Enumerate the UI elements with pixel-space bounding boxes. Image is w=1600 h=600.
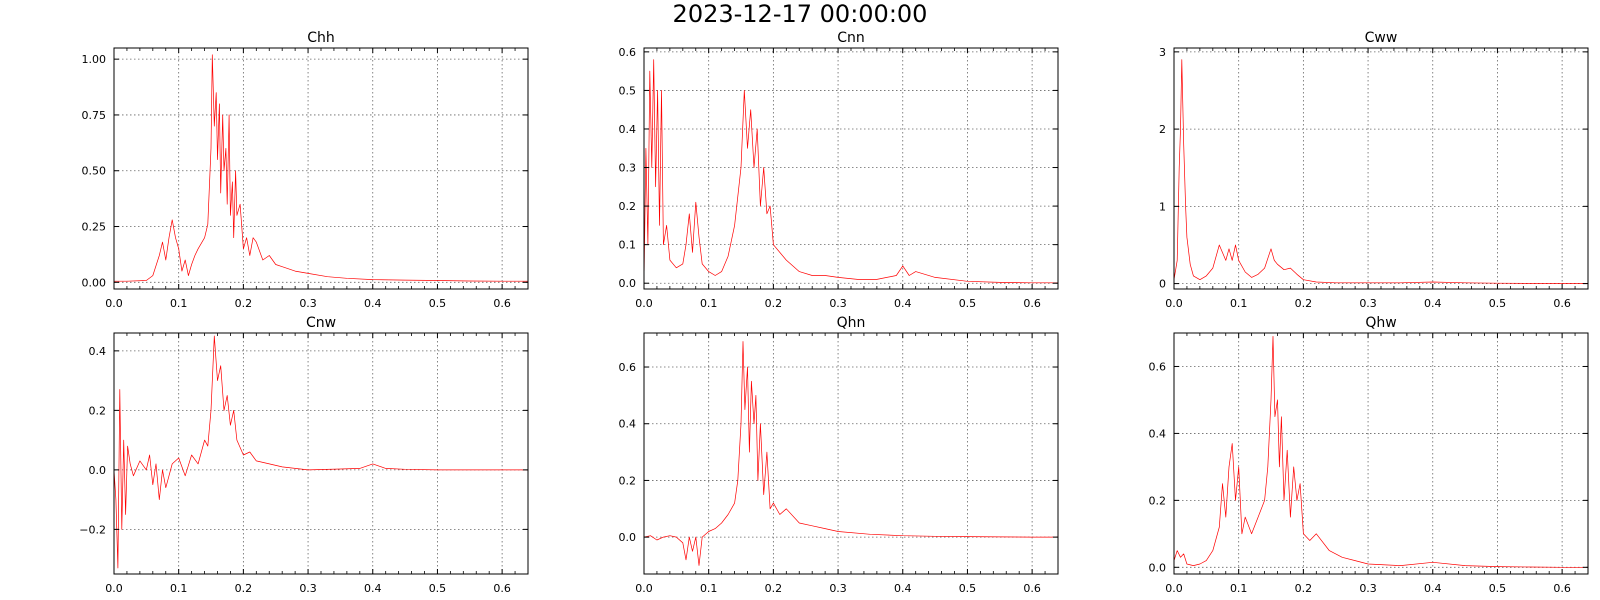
cnw-series-line xyxy=(113,335,528,569)
cnw-xtick-label: 0.0 xyxy=(105,582,123,595)
cww-xtick-label: 0.0 xyxy=(1165,297,1183,310)
cnw-xtick-label: 0.3 xyxy=(299,582,317,595)
cnn-ytick-label: 0.1 xyxy=(619,239,637,252)
qhw-ytick-label: 0.6 xyxy=(1149,360,1167,373)
chart-panel-cnn: 0.0 0.1 0.2 0.3 0.4 0.5 0.6 0.0 0.1 0.2 0.3 0.4 0.5 0… xyxy=(619,30,1059,310)
cww-ytick-label: 3 xyxy=(1159,46,1166,59)
chh-ytick-label: 0.75 xyxy=(82,109,107,122)
cww-ytick-label: 2 xyxy=(1159,123,1166,136)
chh-ytick-label: 0.25 xyxy=(82,221,107,234)
cnw-axes-frame xyxy=(113,332,529,575)
qhw-panel-title: Qhw xyxy=(1365,315,1396,331)
qhn-xtick-label: 0.1 xyxy=(700,582,718,595)
qhn-xtick-label: 0.6 xyxy=(1023,582,1041,595)
qhn-xtick-label: 0.0 xyxy=(635,582,653,595)
cnn-xtick-label: 0.6 xyxy=(1023,297,1041,310)
qhn-panel-title: Qhn xyxy=(837,315,866,331)
cnn-ytick-label: 0.5 xyxy=(619,84,637,97)
cnw-xtick-label: 0.1 xyxy=(170,582,188,595)
cnw-xtick-label: 0.4 xyxy=(364,582,382,595)
chh-ytick-label: 0.00 xyxy=(82,276,107,289)
cww-xtick-label: 0.4 xyxy=(1424,297,1442,310)
chh-xtick-label: 0.6 xyxy=(493,297,511,310)
qhw-xtick-label: 0.3 xyxy=(1359,582,1377,595)
cnw-ytick-label: 0.2 xyxy=(89,404,107,417)
qhw-xtick-label: 0.1 xyxy=(1230,582,1248,595)
chart-panel-cww: 0.0 0.1 0.2 0.3 0.4 0.5 0.6 0 1 2 3 Cww xyxy=(1159,30,1589,310)
cww-xtick-label: 0.5 xyxy=(1489,297,1507,310)
qhn-xtick-label: 0.5 xyxy=(959,582,977,595)
qhn-ytick-label: 0.2 xyxy=(619,474,637,487)
qhn-ytick-label: 0.4 xyxy=(619,418,637,431)
cnn-xtick-label: 0.1 xyxy=(700,297,718,310)
qhw-ytick-label: 0.4 xyxy=(1149,427,1167,440)
cnw-xtick-label: 0.5 xyxy=(429,582,447,595)
chh-xtick-label: 0.5 xyxy=(429,297,447,310)
qhw-axes-frame xyxy=(1173,332,1589,575)
cww-ytick-label: 1 xyxy=(1159,200,1166,213)
chh-ytick-label: 1.00 xyxy=(82,53,107,66)
qhn-ytick-label: 0.6 xyxy=(619,361,637,374)
cnn-ytick-label: 0.2 xyxy=(619,200,637,213)
cww-ytick-label: 0 xyxy=(1159,278,1166,291)
chh-xtick-label: 0.0 xyxy=(105,297,123,310)
qhw-series-line xyxy=(1173,335,1588,568)
chh-xtick-label: 0.4 xyxy=(364,297,382,310)
qhn-xtick-label: 0.4 xyxy=(894,582,912,595)
qhn-ytick-label: 0.0 xyxy=(619,531,637,544)
chart-panel-qhn: 0.0 0.1 0.2 0.3 0.4 0.5 0.6 0.0 0.2 0.4 0.6 Qhn xyxy=(619,315,1059,595)
cnw-xtick-label: 0.2 xyxy=(235,582,253,595)
chh-xtick-label: 0.2 xyxy=(235,297,253,310)
cnn-ytick-label: 0.4 xyxy=(619,123,637,136)
cnw-ytick-label: 0.0 xyxy=(89,464,107,477)
cnn-xtick-label: 0.2 xyxy=(765,297,783,310)
figure-title: 2023-12-17 00:00:00 xyxy=(672,0,928,28)
cww-series-line xyxy=(1173,59,1588,284)
qhw-xtick-label: 0.6 xyxy=(1553,582,1571,595)
cnn-xtick-label: 0.0 xyxy=(635,297,653,310)
chh-series-line xyxy=(114,54,528,282)
cnn-series-line xyxy=(643,59,1058,284)
qhw-xtick-label: 0.0 xyxy=(1165,582,1183,595)
cnn-panel-title: Cnn xyxy=(837,30,865,46)
cnw-ytick-label: −0.2 xyxy=(79,523,106,536)
qhw-xtick-label: 0.4 xyxy=(1424,582,1442,595)
cww-xtick-label: 0.3 xyxy=(1359,297,1377,310)
chart-panel-cnw: 0.0 0.1 0.2 0.3 0.4 0.5 0.6 −0.2 0.0 0.2 0.4 Cnw xyxy=(79,315,529,595)
qhn-xtick-label: 0.3 xyxy=(829,582,847,595)
cww-panel-title: Cww xyxy=(1365,30,1398,46)
cnn-xtick-label: 0.5 xyxy=(959,297,977,310)
qhn-xtick-label: 0.2 xyxy=(765,582,783,595)
chart-panel-qhw: 0.0 0.1 0.2 0.3 0.4 0.5 0.6 0.0 0.2 0.4 0.6 Qhw xyxy=(1149,315,1589,595)
cww-xtick-label: 0.1 xyxy=(1230,297,1248,310)
chh-axes-frame xyxy=(113,47,529,290)
cnn-axes-frame xyxy=(643,47,1059,290)
cnn-xtick-label: 0.3 xyxy=(829,297,847,310)
cnw-xtick-label: 0.6 xyxy=(493,582,511,595)
cnw-ytick-label: 0.4 xyxy=(89,345,107,358)
cnn-ytick-label: 0.0 xyxy=(619,277,637,290)
qhw-ytick-label: 0.0 xyxy=(1149,561,1167,574)
cnn-ytick-label: 0.3 xyxy=(619,162,637,175)
cnn-ytick-label: 0.6 xyxy=(619,46,637,59)
qhw-xtick-label: 0.5 xyxy=(1489,582,1507,595)
chh-panel-title: Chh xyxy=(307,30,335,46)
cnw-panel-title: Cnw xyxy=(306,315,336,331)
chart-panel-chh: 0.0 0.1 0.2 0.3 0.4 0.5 0.6 0.00 0.25 0.50 0.75 1.0… xyxy=(82,30,529,310)
cww-xtick-label: 0.2 xyxy=(1295,297,1313,310)
qhn-axes-frame xyxy=(643,332,1059,575)
qhw-ytick-label: 0.2 xyxy=(1149,494,1167,507)
cww-axes-frame xyxy=(1173,47,1589,290)
chh-xtick-label: 0.3 xyxy=(299,297,317,310)
cww-xtick-label: 0.6 xyxy=(1553,297,1571,310)
chh-ytick-label: 0.50 xyxy=(82,165,107,178)
chh-xtick-label: 0.1 xyxy=(170,297,188,310)
cnn-xtick-label: 0.4 xyxy=(894,297,912,310)
qhw-xtick-label: 0.2 xyxy=(1295,582,1313,595)
qhn-series-line xyxy=(643,341,1058,566)
